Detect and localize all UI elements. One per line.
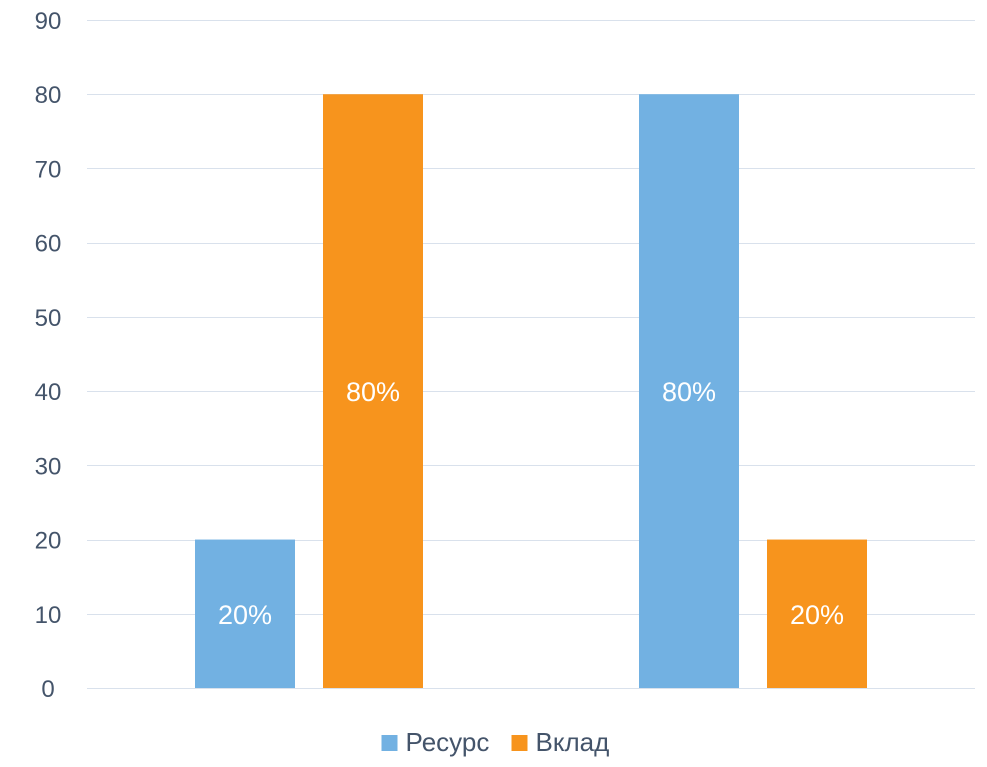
y-tick-label: 90 xyxy=(35,8,62,35)
y-tick-label: 50 xyxy=(35,305,62,332)
legend-swatch-vklad xyxy=(511,735,528,751)
legend-label-resurs: Ресурс xyxy=(406,727,490,757)
legend-swatch-resurs xyxy=(381,735,398,751)
y-axis-tick-labels: 0 10 20 30 40 50 60 70 80 90 xyxy=(35,8,62,703)
y-tick-label: 0 xyxy=(41,676,54,703)
bar-vklad-1 xyxy=(323,94,423,688)
data-label: 80% xyxy=(346,377,400,407)
y-tick-label: 30 xyxy=(35,453,62,480)
y-tick-label: 60 xyxy=(35,231,62,258)
bar-resurs-2 xyxy=(639,94,739,688)
y-tick-label: 80 xyxy=(35,82,62,109)
data-label: 80% xyxy=(662,377,716,407)
bar-vklad-2 xyxy=(767,539,867,688)
legend: Ресурс Вклад xyxy=(381,727,610,757)
data-label: 20% xyxy=(218,600,272,630)
y-tick-label: 40 xyxy=(35,379,62,406)
legend-label-vklad: Вклад xyxy=(536,727,610,757)
bar-resurs-1 xyxy=(195,539,295,688)
bars xyxy=(195,94,867,688)
y-tick-label: 10 xyxy=(35,602,62,629)
y-tick-label: 20 xyxy=(35,528,62,555)
y-tick-label: 70 xyxy=(35,156,62,183)
data-labels: 20% 80% 80% 20% xyxy=(218,377,844,630)
data-label: 20% xyxy=(790,600,844,630)
